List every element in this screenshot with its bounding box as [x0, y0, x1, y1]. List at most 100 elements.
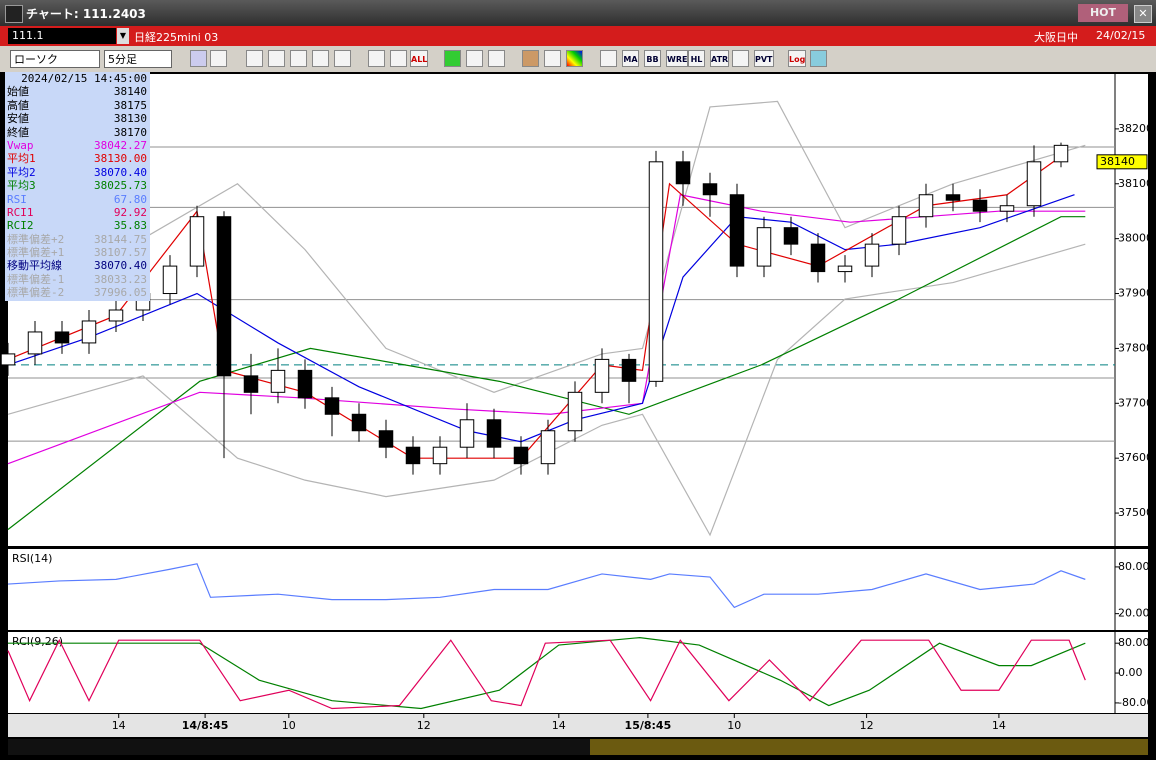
x-tick-label: 15/8:45: [625, 719, 672, 732]
info-label: 移動平均線: [7, 259, 62, 273]
tool-button[interactable]: [246, 50, 263, 67]
cursor-button[interactable]: [466, 50, 483, 67]
info-row: 平均3 38025.73: [5, 179, 150, 192]
tool-button[interactable]: [368, 50, 385, 67]
info-row: RCI1 92.92: [5, 206, 150, 219]
info-row: RCI2 35.83: [5, 219, 150, 232]
draw-button[interactable]: [444, 50, 461, 67]
y-tick-label: 0.00: [1118, 666, 1143, 679]
y-tick-label: 38200: [1118, 122, 1153, 135]
tool-button[interactable]: [334, 50, 351, 67]
candle-body: [702, 183, 718, 196]
scrollbar-thumb[interactable]: [590, 739, 1148, 755]
hot-button[interactable]: HOT: [1078, 4, 1128, 22]
y-tick-label: 80.00: [1118, 636, 1150, 649]
info-label: RCI1: [7, 205, 34, 219]
info-row: 標準偏差-2 37996.05: [5, 286, 150, 299]
zoom-button[interactable]: [190, 50, 207, 67]
tool-button[interactable]: [732, 50, 749, 67]
info-row: Vwap 38042.27: [5, 139, 150, 152]
all-button[interactable]: ALL: [410, 50, 429, 67]
ma-button[interactable]: MA: [622, 50, 639, 67]
candle-body: [729, 194, 745, 267]
y-tick-label: -80.00: [1118, 696, 1153, 709]
candle-body: [378, 430, 394, 448]
info-value: 38175: [113, 98, 147, 112]
y-tick-label: 38000: [1118, 232, 1153, 245]
tool-button[interactable]: [600, 50, 617, 67]
time-axis: [8, 714, 1148, 737]
info-row: 平均2 38070.40: [5, 166, 150, 179]
candle-body: [918, 194, 934, 218]
atr-button[interactable]: ATR: [710, 50, 730, 67]
candle-body: [756, 227, 772, 267]
y-tick-label: 20.00: [1118, 607, 1150, 620]
code-input[interactable]: 111.1: [8, 28, 116, 44]
tool-button[interactable]: [312, 50, 329, 67]
info-value: 35.83: [113, 219, 147, 233]
info-row: RSI 67.80: [5, 193, 150, 206]
info-label: 始値: [7, 85, 29, 99]
hl-button[interactable]: HL: [688, 50, 705, 67]
candle-body: [999, 205, 1015, 212]
x-tick-label: 14/8:45: [182, 719, 229, 732]
tool-button[interactable]: [522, 50, 539, 67]
candle-body: [216, 216, 232, 377]
candle-body: [297, 369, 313, 399]
candle-body: [108, 309, 124, 322]
indicator-line: [7, 216, 1086, 531]
wre-button[interactable]: WRE: [666, 50, 689, 67]
candle-body: [432, 446, 448, 465]
info-value: 38042.27: [94, 138, 147, 152]
candle-body: [945, 194, 961, 201]
tool-button[interactable]: [290, 50, 307, 67]
tool-button[interactable]: [488, 50, 505, 67]
interval-select[interactable]: 5分足: [104, 50, 172, 68]
candle-body: [324, 397, 340, 415]
indicator-line: [7, 243, 1086, 537]
indicator-line: [8, 636, 1086, 710]
y-tick-label: 37600: [1118, 451, 1153, 464]
color-button[interactable]: [566, 50, 583, 67]
candle-body: [189, 216, 205, 267]
chart-type-select[interactable]: ローソク: [10, 50, 100, 68]
info-row: 標準偏差+2 38144.75: [5, 233, 150, 246]
candle-body: [270, 369, 286, 393]
info-row: 始値 38140: [5, 85, 150, 98]
log-button[interactable]: Log: [788, 50, 807, 67]
y-tick-label: 37700: [1118, 396, 1153, 409]
pvt-button[interactable]: PVT: [754, 50, 774, 67]
info-panel: 2024/02/15 14:45:00 始値 38140 高値 38175 安値 3813…: [5, 72, 150, 301]
candle-body: [783, 227, 799, 245]
candle-body: [864, 243, 880, 267]
tool-button[interactable]: [544, 50, 561, 67]
code-dropdown[interactable]: ▼: [117, 28, 129, 44]
info-label: 安値: [7, 112, 29, 126]
candle-body: [459, 419, 475, 448]
candle-body: [81, 320, 97, 344]
tool-button[interactable]: [210, 50, 227, 67]
last-price-box: [1096, 154, 1148, 170]
info-label: RSI: [7, 192, 27, 206]
x-tick-label: 10: [727, 719, 741, 732]
info-value: 92.92: [113, 205, 147, 219]
x-tick-label: 14: [552, 719, 566, 732]
candle-body: [891, 216, 907, 245]
candle-body: [0, 353, 16, 366]
bb-button[interactable]: BB: [644, 50, 661, 67]
window-title: チャート: 111.2403: [26, 7, 146, 21]
tool-button[interactable]: [390, 50, 407, 67]
app-icon: [5, 5, 23, 23]
main-panel: [8, 74, 1148, 546]
tool-button[interactable]: [268, 50, 285, 67]
info-value: 38130.00: [94, 152, 147, 166]
tool-button[interactable]: [810, 50, 827, 67]
close-button[interactable]: ✕: [1134, 5, 1152, 23]
y-tick-label: 80.00: [1118, 560, 1150, 573]
candle-body: [351, 413, 367, 432]
candle-body: [243, 375, 259, 393]
info-row: 移動平均線 38070.40: [5, 259, 150, 272]
info-value: 38170: [113, 125, 147, 139]
info-label: 標準偏差-1: [7, 272, 65, 286]
